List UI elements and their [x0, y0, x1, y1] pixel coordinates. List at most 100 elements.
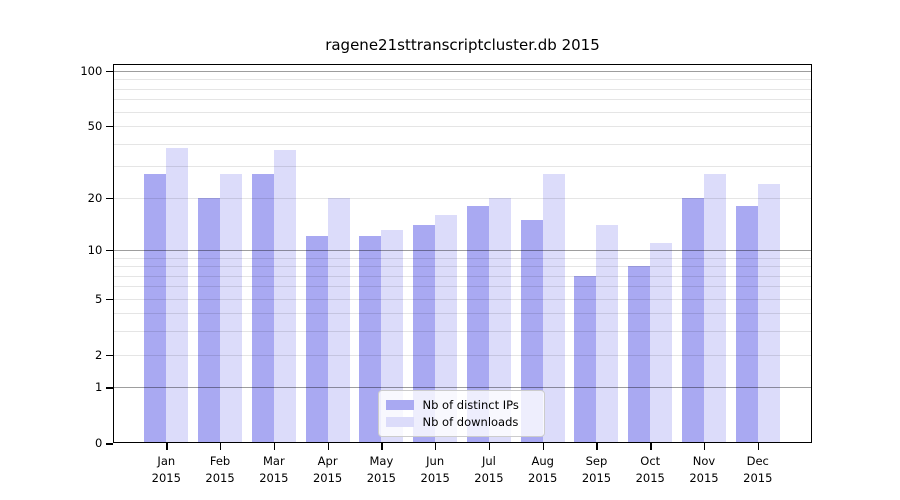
year-label: 2015	[528, 470, 558, 485]
year-label: 2015	[259, 470, 289, 485]
y-tick-mark	[106, 249, 114, 252]
y-tick-mark	[106, 197, 114, 199]
month-label: Apr	[317, 454, 338, 469]
gridline-major	[113, 71, 812, 72]
gridline-minor	[113, 166, 812, 168]
month-label: Jan	[157, 454, 176, 469]
legend-entry-distinct-ips: Nb of distinct IPs	[385, 397, 544, 412]
year-label: 2015	[366, 470, 397, 485]
month-label: Aug	[531, 454, 554, 469]
x-tick-label: Jul 2015	[462, 453, 516, 486]
x-tick-label: May 2015	[354, 453, 408, 486]
y-tick-label: 20	[87, 190, 103, 205]
month-label: Nov	[692, 454, 716, 469]
x-tick-mark	[650, 443, 652, 451]
y-tick-label: 1	[94, 380, 103, 395]
bar-distinct-ips-nov	[682, 197, 704, 444]
bar-distinct-ips-dec	[735, 205, 758, 444]
y-tick-label: 0	[94, 436, 103, 451]
legend-label-downloads: Nb of downloads	[422, 414, 519, 429]
year-label: 2015	[151, 470, 181, 485]
x-tick-label: Apr 2015	[301, 453, 355, 486]
bar-downloads-mar	[273, 149, 296, 444]
x-tick-mark	[542, 443, 544, 451]
y-tick-mark	[106, 354, 114, 356]
bar-distinct-ips-jun	[413, 224, 436, 444]
bar-downloads-sep	[596, 224, 619, 444]
y-tick-mark	[106, 443, 114, 445]
y-tick-mark	[106, 298, 114, 301]
gridline-minor	[113, 126, 812, 128]
legend-entry-downloads: Nb of downloads	[385, 414, 544, 429]
bar-distinct-ips-feb	[198, 197, 221, 444]
x-tick-label: Aug 2015	[516, 453, 570, 486]
month-label: Oct	[640, 454, 661, 469]
y-tick-label: 5	[94, 291, 103, 306]
x-tick-mark	[166, 443, 168, 451]
bar-distinct-ips-aug	[520, 219, 543, 444]
bar-distinct-ips-mar	[251, 174, 274, 444]
gridline-minor	[113, 99, 812, 101]
legend-label-ips: Nb of distinct IPs	[422, 397, 519, 412]
x-tick-label: Jan 2015	[139, 453, 193, 486]
y-tick-mark	[106, 387, 114, 389]
month-label: Sep	[585, 454, 608, 469]
year-label: 2015	[205, 470, 235, 485]
year-label: 2015	[581, 470, 612, 485]
x-tick-mark	[757, 443, 760, 451]
chart-title: ragene21sttranscriptcluster.db 2015	[325, 36, 600, 54]
x-tick-mark	[435, 443, 437, 451]
bar-distinct-ips-may	[359, 236, 382, 444]
bar-distinct-ips-sep	[574, 275, 597, 444]
bar-downloads-dec	[757, 183, 780, 444]
year-label: 2015	[635, 470, 665, 485]
x-tick-label: Mar 2015	[247, 453, 301, 486]
year-label: 2015	[474, 470, 504, 485]
month-label: Jul	[481, 454, 496, 469]
bar-distinct-ips-apr	[305, 236, 328, 444]
month-label: Mar	[262, 454, 285, 469]
legend: Nb of distinct IPs Nb of downloads	[377, 389, 545, 437]
bar-downloads-feb	[220, 174, 243, 444]
y-tick-label: 10	[87, 242, 103, 257]
y-tick-mark	[106, 71, 114, 73]
x-tick-label: Nov 2015	[677, 453, 731, 486]
bar-downloads-jan	[166, 147, 189, 444]
x-tick-mark	[273, 443, 276, 451]
gridline-minor	[113, 111, 812, 113]
x-tick-label: Oct 2015	[623, 453, 677, 486]
x-tick-label: Dec 2015	[731, 453, 785, 486]
bar-downloads-apr	[327, 197, 350, 444]
x-tick-mark	[327, 443, 329, 451]
bar-downloads-aug	[542, 174, 565, 444]
gridline-minor	[113, 88, 812, 90]
gridline-minor	[113, 79, 812, 81]
bar-distinct-ips-oct	[628, 266, 651, 444]
month-label: Feb	[209, 454, 231, 469]
year-label: 2015	[743, 470, 773, 485]
month-label: May	[369, 454, 394, 469]
bar-distinct-ips-jul	[466, 205, 489, 444]
legend-swatch-ips	[385, 399, 414, 410]
bar-distinct-ips-jan	[144, 174, 167, 444]
month-label: Jun	[426, 454, 445, 469]
bar-downloads-jun	[435, 214, 458, 444]
y-tick-mark	[106, 126, 114, 128]
y-tick-label: 100	[80, 64, 103, 78]
year-label: 2015	[420, 470, 450, 485]
x-tick-label: Sep 2015	[569, 453, 623, 486]
gridline-minor	[113, 143, 812, 145]
y-tick-label: 50	[87, 119, 103, 134]
x-tick-mark	[220, 443, 222, 451]
y-tick-label: 2	[94, 347, 103, 362]
x-tick-mark	[488, 443, 491, 451]
bar-downloads-jul	[488, 197, 511, 444]
x-tick-label: Jun 2015	[408, 453, 462, 486]
legend-swatch-downloads	[385, 416, 414, 427]
x-tick-mark	[704, 443, 706, 451]
x-tick-mark	[596, 443, 598, 451]
x-tick-mark	[381, 443, 383, 451]
month-label: Dec	[746, 454, 769, 469]
